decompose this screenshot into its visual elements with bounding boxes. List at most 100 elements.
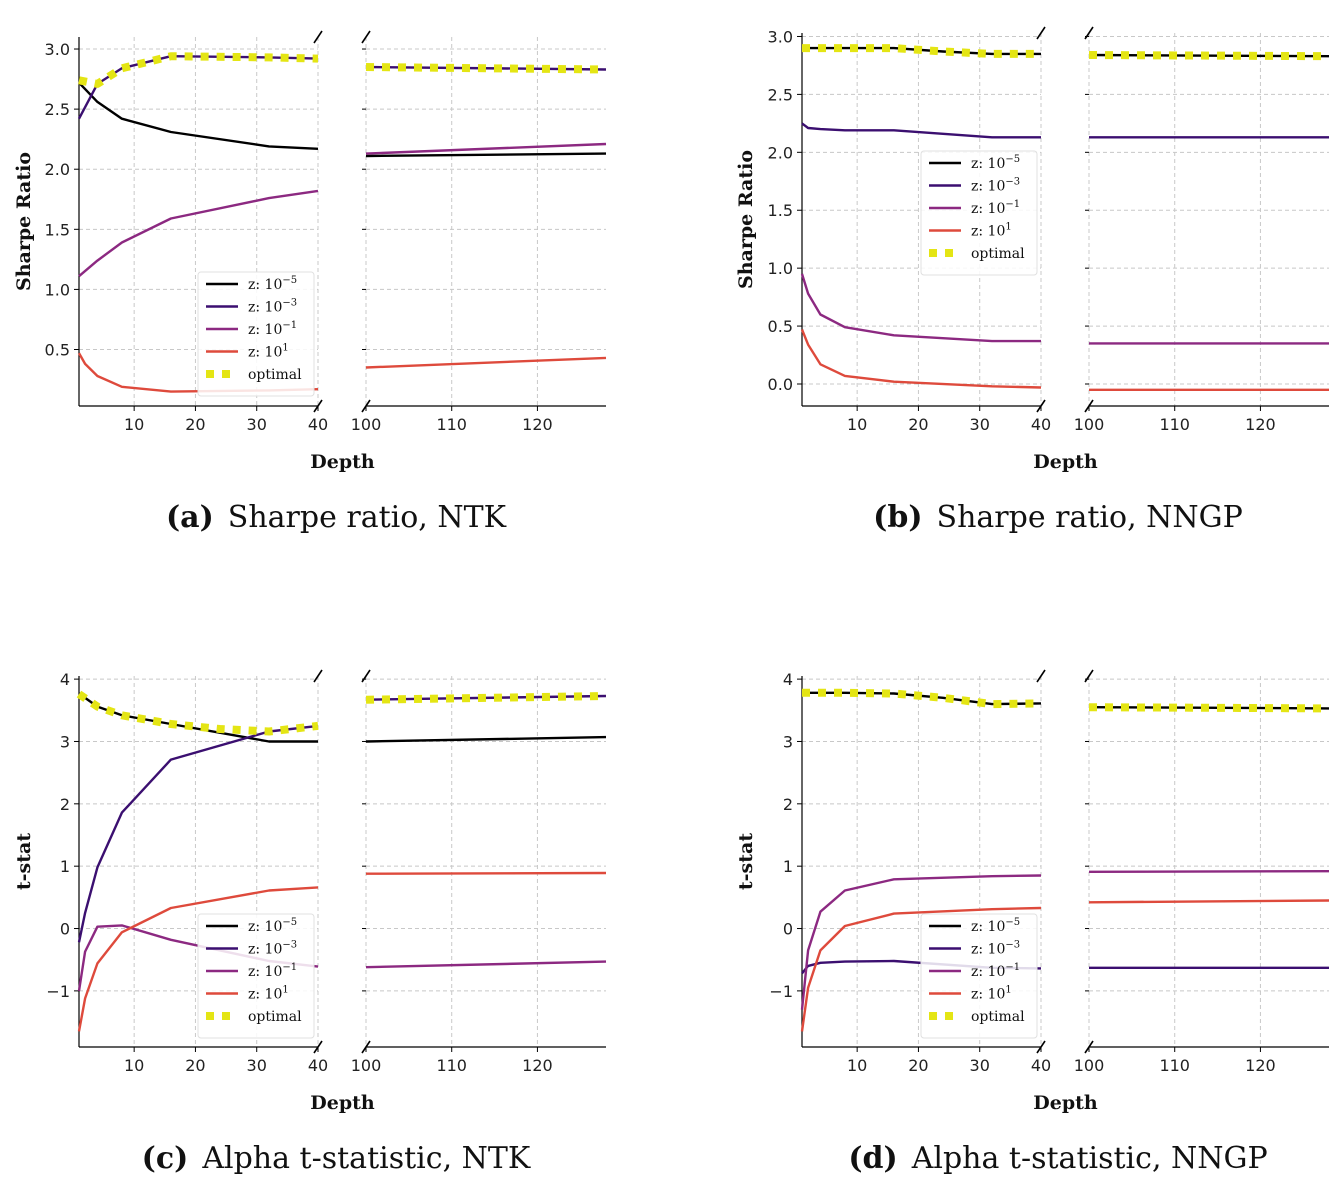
y-tick-label: 1.0 (45, 280, 70, 299)
series-line-z_1e-1-right (365, 142, 607, 155)
chart-panel-b: 0.0 0.5 1.0 1.5 2.0 2.5 3.0 10 20 30 40 100 110 120 z:… (735, 26, 1330, 535)
series-line-z_1e-5-right (365, 152, 607, 158)
caption-text: Sharpe ratio, NTK (228, 500, 507, 535)
x-tick-label: 30 (970, 415, 990, 434)
series-line-optimal-left (76, 690, 319, 736)
axis-break-mark (1036, 1040, 1046, 1054)
axis-break-mark (1084, 26, 1094, 40)
legend-label-exponent: −5 (1005, 917, 1020, 928)
series-line-z_1e-1-right (1088, 870, 1330, 873)
axis-break-mark (361, 1040, 371, 1054)
series-line-z_1e1-left (800, 906, 1042, 1032)
legend-label-text: z: 10 (971, 942, 1005, 958)
x-tick-label: 30 (247, 1056, 267, 1075)
legend-label-exponent: 1 (1005, 985, 1011, 996)
x-tick-label: 110 (436, 415, 467, 434)
legend-label-z_1e1: z: 101 (971, 222, 1012, 240)
y-tick-label: 2.5 (45, 100, 70, 119)
legend-label-text: z: 10 (248, 322, 282, 338)
figure-caption: (d) Alpha t-statistic, NNGP (848, 1141, 1267, 1176)
legend-label-z_1e-5: z: 10−5 (248, 275, 297, 293)
series-optimal (78, 52, 607, 88)
x-tick-label: 120 (1245, 415, 1276, 434)
legend-label-exponent: −3 (1005, 940, 1020, 951)
series-line-optimal-left (802, 44, 1041, 58)
y-tick-label: 2.0 (45, 160, 70, 179)
x-tick-label: 10 (124, 415, 144, 434)
series-line-z_1e-3-right (365, 65, 607, 71)
legend-label-optimal: optimal (248, 1009, 302, 1025)
legend-label-text: z: 10 (971, 179, 1005, 195)
legend-label-text: z: 10 (248, 919, 282, 935)
legend-label-text: z: 10 (971, 919, 1005, 935)
x-tick-label: 110 (1159, 1056, 1190, 1075)
legend-label-z_1e-3: z: 10−3 (248, 940, 297, 958)
caption-text: Alpha t-statistic, NNGP (911, 1141, 1268, 1176)
x-tick-label: 40 (1031, 1056, 1051, 1075)
legend-label-exponent: −5 (282, 275, 297, 286)
y-tick-label: 0.5 (45, 341, 70, 360)
y-tick-label: 3 (60, 732, 70, 751)
legend-label-exponent: −3 (1005, 177, 1020, 188)
series-z_1e-1 (800, 870, 1330, 1010)
axis-break-mark (1036, 669, 1046, 683)
series-line-z_1e-1-left (800, 273, 1041, 343)
legend-label-z_1e-5: z: 10−5 (971, 154, 1020, 172)
x-tick-label: 10 (847, 415, 867, 434)
series-z_1e1 (800, 899, 1330, 1032)
legend-label-z_1e1: z: 101 (248, 343, 289, 361)
legend-label-z_1e-3: z: 10−3 (971, 940, 1020, 958)
legend-label-z_1e-1: z: 10−1 (971, 199, 1020, 217)
y-tick-label: −1 (769, 982, 793, 1001)
axis-break-mark (1084, 669, 1094, 683)
x-tick-label: 40 (1031, 415, 1051, 434)
legend-label-z_1e-1: z: 10−1 (248, 320, 297, 338)
legend-label-text: z: 10 (971, 224, 1005, 240)
series-z_1e1 (77, 871, 607, 1032)
axis-break-mark (1084, 1040, 1094, 1054)
legend-label-exponent: 1 (282, 985, 288, 996)
x-axis-title: Depth (1033, 1092, 1098, 1114)
legend-label-z_1e-5: z: 10−5 (248, 917, 297, 935)
axis-break-mark (313, 30, 323, 44)
series-line-z_1e-1-right (365, 960, 607, 969)
series-line-z_1e1-right (365, 356, 607, 369)
y-tick-label: −1 (46, 982, 70, 1001)
series-z_1e1 (77, 352, 607, 393)
y-axis-title: t-stat (735, 833, 757, 890)
legend-label-exponent: −1 (282, 962, 297, 973)
figure-caption: (b) Sharpe ratio, NNGP (873, 500, 1243, 535)
legend-label-exponent: −1 (1005, 199, 1020, 210)
x-tick-label: 20 (908, 415, 928, 434)
legend-label-z_1e1: z: 101 (248, 985, 289, 1003)
axis-break-mark (313, 1040, 323, 1054)
legend-label-exponent: −5 (282, 917, 297, 928)
legend-box (920, 913, 1038, 1039)
y-tick-label: 3.0 (45, 40, 70, 59)
x-tick-label: 30 (247, 415, 267, 434)
axis-break-mark (1036, 399, 1046, 413)
caption-tag: (b) (873, 500, 922, 535)
gridlines-panel-right (365, 676, 606, 1047)
series-line-z_1e-3-right (365, 694, 607, 701)
axis-break-mark (361, 399, 371, 413)
caption-text: Alpha t-statistic, NTK (201, 1141, 531, 1176)
series-line-z_1e-5-right (365, 735, 607, 743)
y-tick-label: 0.0 (768, 375, 793, 394)
series-z_1e-1 (800, 273, 1329, 345)
series-z_1e-5 (78, 81, 607, 158)
series-line-z_1e-3-left (77, 724, 319, 943)
series-optimal (76, 690, 607, 736)
gridlines-panel-right (1088, 676, 1329, 1047)
x-tick-label: 120 (1245, 1056, 1276, 1075)
legend-label-z_1e-1: z: 10−1 (248, 962, 297, 980)
legend-box (197, 271, 315, 397)
legend-label-z_1e-5: z: 10−5 (971, 917, 1020, 935)
series-line-z_1e-3-left (801, 122, 1041, 139)
series-line-z_1e1-left (800, 329, 1042, 389)
y-tick-label: 1.0 (768, 259, 793, 278)
